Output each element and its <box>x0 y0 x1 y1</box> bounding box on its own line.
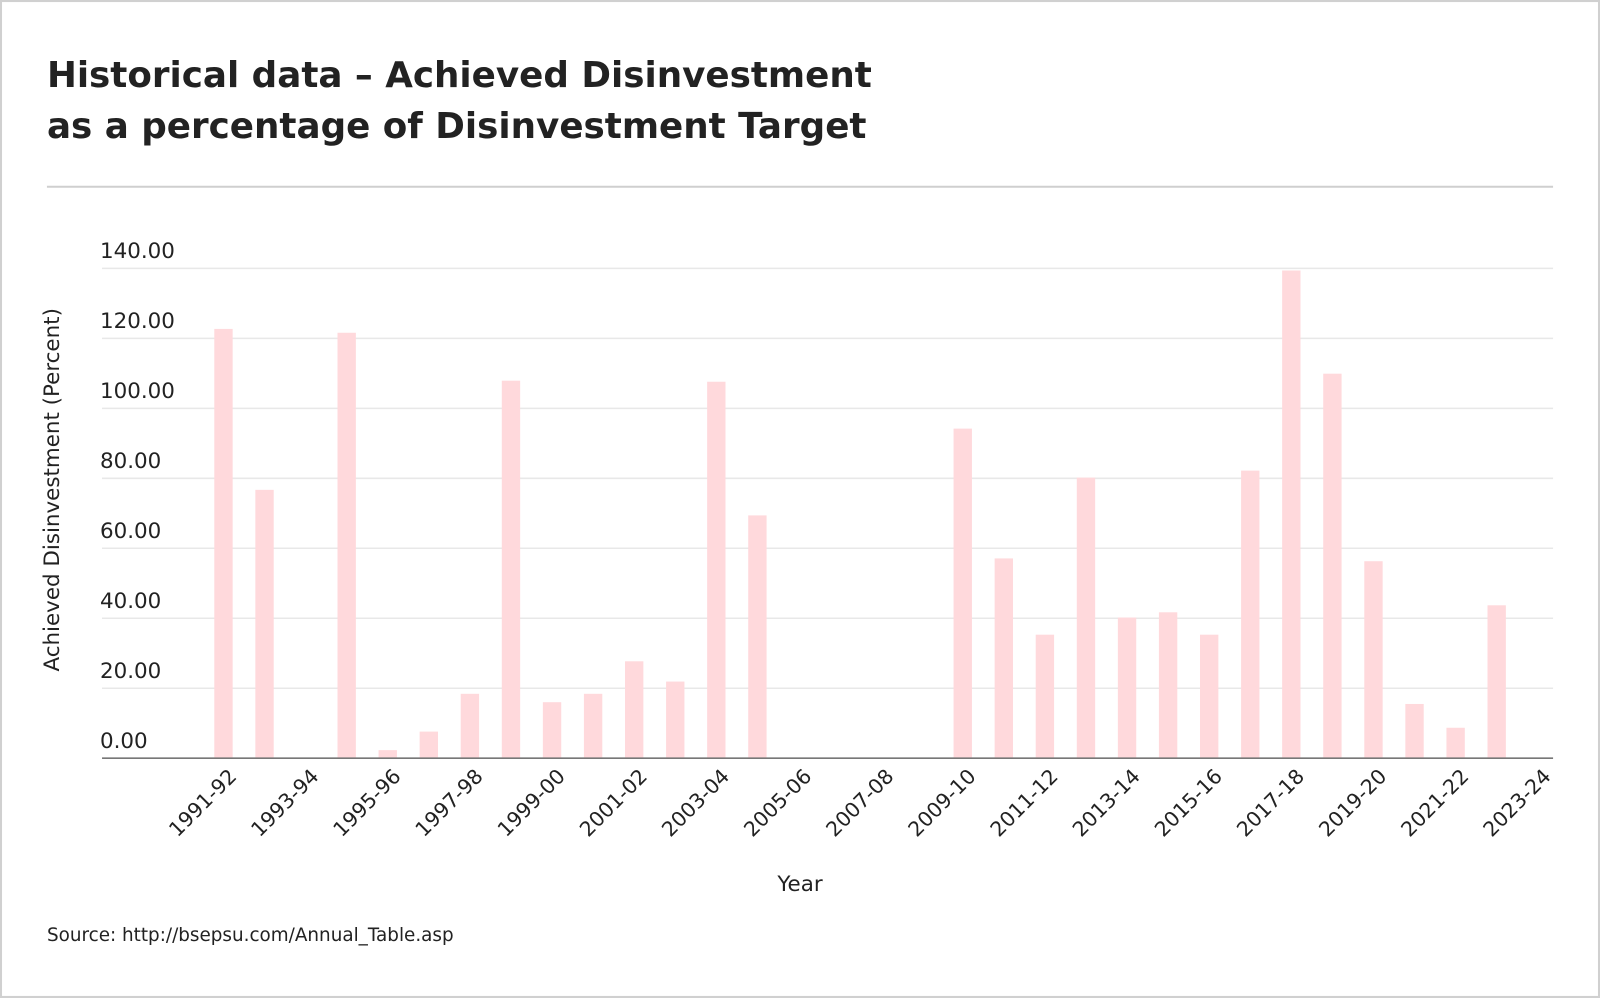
bar <box>1487 605 1506 759</box>
y-tick-label: 140.00 <box>100 239 175 264</box>
bar <box>666 681 685 759</box>
bar <box>1405 703 1424 759</box>
bar <box>583 693 603 759</box>
bar <box>1117 617 1137 759</box>
y-tick-label: 80.00 <box>100 449 161 474</box>
bar <box>501 380 521 759</box>
chart-title: Historical data – Achieved Disinvestment… <box>47 55 872 147</box>
title-line: as a percentage of Disinvestment Target <box>47 106 867 147</box>
x-axis-label: Year <box>776 872 823 897</box>
bar <box>419 731 439 759</box>
bar <box>1158 612 1178 759</box>
bar <box>378 750 397 759</box>
y-tick-label: 120.00 <box>100 309 175 334</box>
bar <box>707 381 726 759</box>
bar <box>460 693 480 759</box>
bar <box>625 661 644 759</box>
bar <box>1200 634 1219 759</box>
title-line: Historical data – Achieved Disinvestment <box>47 55 872 96</box>
y-axis-label: Achieved Disinvestment (Percent) <box>40 308 65 671</box>
bar <box>1446 727 1465 759</box>
bar <box>994 558 1014 759</box>
bar <box>542 702 562 759</box>
bar <box>214 328 233 759</box>
y-tick-label: 40.00 <box>100 589 161 614</box>
bar <box>1282 270 1301 759</box>
y-tick-label: 100.00 <box>100 379 175 404</box>
y-tick-label: 60.00 <box>100 519 161 544</box>
bar <box>1076 477 1096 759</box>
bar <box>1035 634 1055 759</box>
bar <box>953 428 972 759</box>
bar <box>1323 373 1342 759</box>
bar <box>255 489 274 759</box>
bar <box>337 332 356 759</box>
y-tick-label: 0.00 <box>100 729 148 754</box>
source: Source: http://bsepsu.com/Annual_Table.a… <box>47 925 454 946</box>
bar <box>1364 561 1383 759</box>
y-tick-label: 20.00 <box>100 659 161 684</box>
bar <box>1241 470 1260 759</box>
bar <box>748 515 767 759</box>
